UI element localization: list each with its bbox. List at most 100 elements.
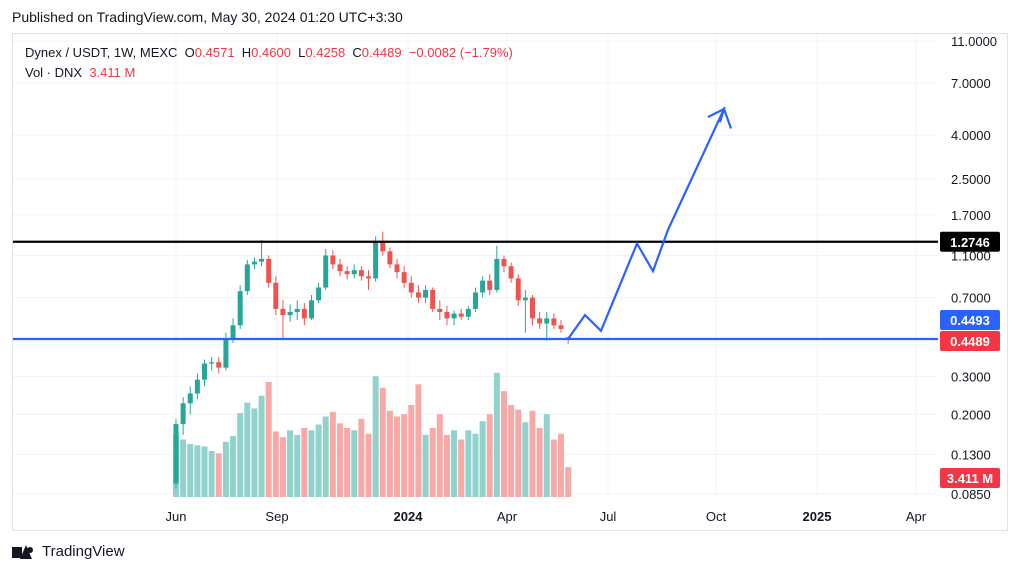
volume-bar	[408, 405, 415, 497]
volume-bar	[258, 395, 265, 497]
x-tick-label: 2025	[803, 509, 832, 524]
volume-bar	[208, 451, 215, 497]
volume-bar	[180, 439, 187, 497]
volume-bar	[294, 434, 301, 497]
volume-bar	[251, 408, 258, 497]
candle-body	[408, 282, 414, 293]
legend-o-label: O	[184, 45, 195, 60]
volume-bar	[558, 433, 565, 497]
legend-symbol: Dynex / USDT, 1W, MEXC	[25, 45, 178, 60]
volume-price-label-bg	[940, 468, 1000, 488]
volume-bar	[486, 414, 493, 497]
candle-body	[216, 362, 222, 368]
volume-bar	[394, 416, 401, 497]
volume-bar	[422, 434, 429, 497]
volume-bar	[201, 446, 208, 497]
candle-body	[330, 255, 336, 265]
y-tick-label: 0.1300	[951, 447, 991, 462]
projection-price-label: 0.4493	[950, 313, 990, 328]
candle-body	[494, 258, 500, 290]
tradingview-logo-icon	[12, 544, 36, 559]
volume-bar	[479, 421, 486, 497]
candle-body	[423, 289, 429, 298]
candle-body	[344, 271, 350, 275]
chart-legend: Dynex / USDT, 1W, MEXC O0.4571 H0.4600 L…	[25, 43, 513, 83]
volume-bar	[215, 453, 222, 497]
legend-l-label: L	[298, 45, 306, 60]
price-axis: 11.0000 7.0000 4.0000 2.5000 1.7000 1.1000 0.7…	[951, 34, 997, 502]
projection-layer	[567, 106, 733, 340]
candle-body	[508, 266, 514, 279]
volume-bar	[386, 410, 393, 497]
volume-bar	[550, 439, 557, 497]
candle-body	[373, 241, 379, 279]
candle-body	[444, 311, 450, 319]
time-axis: Jun Sep 2024 Apr Jul Oct 2025 Apr	[166, 509, 927, 524]
volume-bar	[329, 411, 336, 497]
volume-bar	[465, 430, 472, 497]
candle-body	[501, 258, 507, 267]
horizontal-lines	[13, 240, 938, 341]
candle-body	[515, 278, 521, 301]
candle-body	[537, 318, 543, 324]
candle-body	[301, 308, 307, 319]
volume-bar	[301, 428, 308, 497]
candle-body	[244, 264, 250, 292]
volume-bar	[365, 433, 372, 497]
y-tick-label: 7.0000	[951, 76, 991, 91]
legend-close: 0.4489	[361, 45, 402, 60]
volume-bar	[401, 414, 408, 497]
y-tick-label: 2.5000	[951, 172, 991, 187]
volume-bar	[508, 405, 515, 497]
volume-bar	[344, 428, 351, 497]
candle-body	[287, 311, 293, 316]
candle-body	[480, 280, 486, 293]
volume-bar	[222, 441, 229, 497]
volume-bar	[529, 410, 536, 497]
y-tick-label: 0.3000	[951, 370, 991, 385]
footer: TradingView	[12, 543, 125, 560]
candle-body	[280, 308, 286, 316]
candle-body	[530, 297, 535, 319]
volume-bar	[187, 444, 194, 497]
last-price-label: 0.4489	[950, 334, 990, 349]
y-tick-label: 1.1000	[951, 248, 991, 263]
candle-body	[465, 308, 471, 317]
legend-ohlc-row: Dynex / USDT, 1W, MEXC O0.4571 H0.4600 L…	[25, 43, 513, 63]
volume-bar	[565, 467, 572, 497]
candle-body	[187, 393, 193, 404]
candle-body	[237, 291, 243, 326]
volume-bar	[272, 431, 279, 497]
x-tick-label: Apr	[497, 509, 518, 524]
candle-body	[194, 379, 200, 394]
volume-bar	[522, 422, 529, 497]
volume-bar	[472, 433, 479, 497]
y-tick-label: 0.2000	[951, 407, 991, 422]
volume-bar	[279, 437, 286, 497]
y-tick-label: 11.0000	[951, 34, 997, 49]
x-tick-label: Oct	[706, 509, 727, 524]
candle-body	[351, 270, 357, 275]
candle-body	[266, 258, 272, 283]
legend-volume-row: Vol · DNX 3.411 M	[25, 63, 513, 83]
volume-bar	[500, 391, 507, 497]
projection-price-label-bg	[940, 310, 1000, 330]
candle-body	[551, 318, 557, 326]
volume-bar	[336, 423, 343, 497]
volume-bar	[351, 430, 358, 497]
legend-change: −0.0082 (−1.79%)	[408, 45, 513, 60]
candle-body	[358, 270, 364, 277]
x-tick-label: 2024	[394, 509, 424, 524]
x-tick-label: Jun	[166, 509, 187, 524]
candle-body	[387, 251, 393, 265]
candle-body	[366, 276, 372, 279]
volume-bar	[429, 428, 436, 497]
volume-bar	[543, 414, 550, 497]
footer-brand: TradingView	[42, 543, 125, 560]
candle-body	[451, 313, 457, 319]
candle-body	[316, 287, 322, 301]
candle-body	[223, 338, 229, 368]
volume-bar	[322, 416, 329, 497]
volume-bar	[194, 445, 201, 497]
